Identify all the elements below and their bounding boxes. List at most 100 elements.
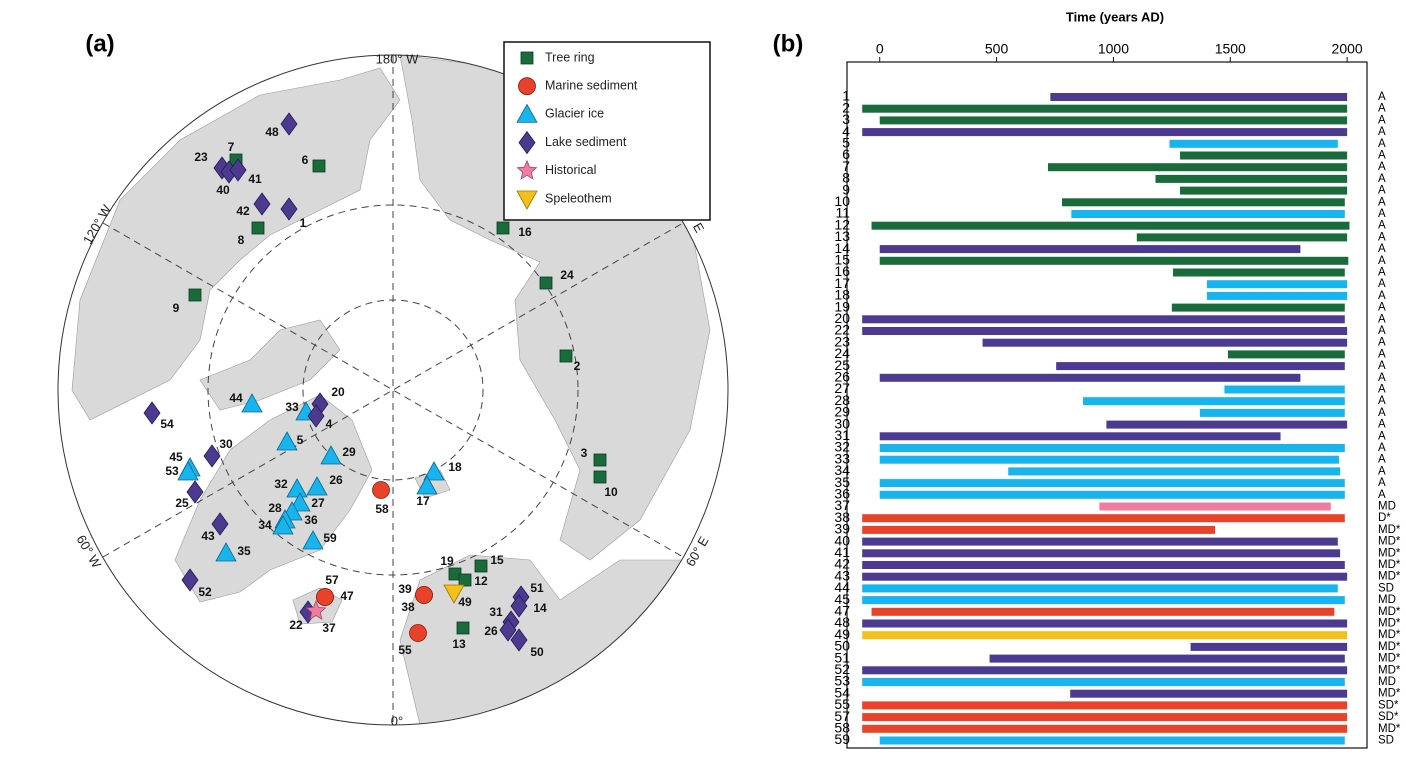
meridian	[102, 222, 684, 558]
tree-ring-marker	[188, 288, 202, 302]
site-label: 14	[533, 601, 547, 615]
row-code: A	[1378, 384, 1386, 396]
row-label: 58	[834, 720, 850, 736]
row-code: A	[1378, 138, 1386, 150]
range-bar	[862, 619, 1348, 628]
site-label: 8	[238, 233, 245, 247]
row-label: 25	[834, 357, 850, 373]
row-code: A	[1378, 419, 1386, 431]
row-code: A	[1378, 477, 1386, 489]
row-label: 45	[834, 591, 850, 607]
tree-ring-marker	[559, 349, 573, 363]
x-tick-label: 1500	[1215, 41, 1246, 57]
row-label: 42	[834, 556, 850, 572]
row-label: 55	[834, 696, 850, 712]
row-code: A	[1378, 267, 1386, 279]
legend-label: Glacier ice	[545, 107, 604, 121]
row-code: A	[1378, 442, 1386, 454]
glacier-marker	[177, 461, 199, 481]
row-label: 13	[834, 228, 850, 244]
glacier-marker	[306, 476, 328, 496]
axis-title: Time (years AD)	[1066, 9, 1164, 24]
land	[399, 554, 691, 725]
row-code: MD*	[1378, 618, 1401, 630]
range-bar	[1155, 174, 1348, 183]
range-bar	[862, 701, 1348, 710]
row-label: 19	[834, 298, 850, 314]
range-bar	[862, 631, 1348, 640]
range-bar	[1083, 397, 1345, 406]
site-label: 48	[265, 125, 279, 139]
row-code: SD	[1378, 735, 1394, 747]
row-code: A	[1378, 278, 1386, 290]
row-label: 59	[834, 731, 850, 747]
row-code: SD*	[1378, 699, 1399, 711]
site-label: 15	[490, 553, 504, 567]
meridian-label: 0°	[391, 713, 403, 728]
row-label: 51	[834, 649, 850, 665]
speleothem-marker	[443, 584, 465, 604]
glacier-marker	[302, 530, 324, 550]
range-bar	[862, 104, 1348, 113]
range-bar	[1206, 280, 1348, 289]
panel-label: (a)	[85, 30, 114, 57]
site-label: 30	[219, 437, 233, 451]
row-label: 12	[834, 216, 850, 232]
row-code: MD*	[1378, 641, 1401, 653]
site-label: 6	[302, 153, 309, 167]
site-label: 17	[416, 494, 430, 508]
site-label: 58	[375, 502, 389, 516]
meridian-label: 180° W	[376, 51, 420, 66]
glacier-marker	[276, 431, 298, 451]
row-code: MD	[1378, 594, 1396, 606]
site-label: 12	[474, 574, 488, 588]
marine-marker	[316, 588, 334, 606]
range-bar	[871, 221, 1350, 230]
site-label: 41	[248, 172, 262, 186]
range-bar	[1206, 291, 1348, 300]
row-code: A	[1378, 91, 1386, 103]
row-label: 11	[835, 205, 850, 221]
land	[174, 394, 373, 603]
row-label: 47	[834, 603, 850, 619]
row-label: 32	[834, 439, 850, 455]
sites: 7689162423101912151358393855574744335294…	[143, 112, 618, 659]
lake-marker	[211, 512, 229, 536]
row-label: 48	[834, 614, 850, 630]
site-label: 18	[448, 460, 462, 474]
row-code: A	[1378, 243, 1386, 255]
range-bar	[862, 572, 1348, 581]
tree-ring-marker	[458, 573, 472, 587]
range-bar	[871, 607, 1335, 616]
row-code: MD*	[1378, 629, 1401, 641]
row-label: 38	[834, 509, 850, 525]
range-bar	[862, 549, 1341, 558]
row-label: 49	[834, 626, 850, 642]
row-code: A	[1378, 208, 1386, 220]
row-code: A	[1378, 196, 1386, 208]
range-bar	[989, 654, 1345, 663]
range-bar	[862, 315, 1345, 324]
row-code: MD*	[1378, 547, 1401, 559]
site-label: 13	[452, 637, 466, 651]
legend: Tree ring Marine sediment Glacier ice Lake …	[516, 50, 638, 210]
row-label: 22	[834, 322, 850, 338]
range-bar	[1180, 186, 1348, 195]
row-code: A	[1378, 360, 1386, 372]
row-code: D*	[1378, 512, 1391, 524]
row-code: A	[1378, 454, 1386, 466]
historical-marker	[305, 599, 327, 620]
x-tick-label: 0	[876, 41, 884, 57]
row-label: 2	[842, 99, 850, 115]
range-bar	[1099, 502, 1331, 511]
tree-ring-marker	[593, 470, 607, 484]
legend-label: Lake sediment	[545, 135, 627, 149]
range-bar	[862, 525, 1216, 534]
tree-ring-marker	[474, 559, 488, 573]
tree-ring-marker	[312, 159, 326, 173]
range-bar	[1056, 362, 1345, 371]
glacier-marker	[516, 103, 538, 123]
site-label: 43	[201, 529, 215, 543]
site-label: 25	[175, 496, 189, 510]
row-label: 6	[842, 146, 850, 162]
